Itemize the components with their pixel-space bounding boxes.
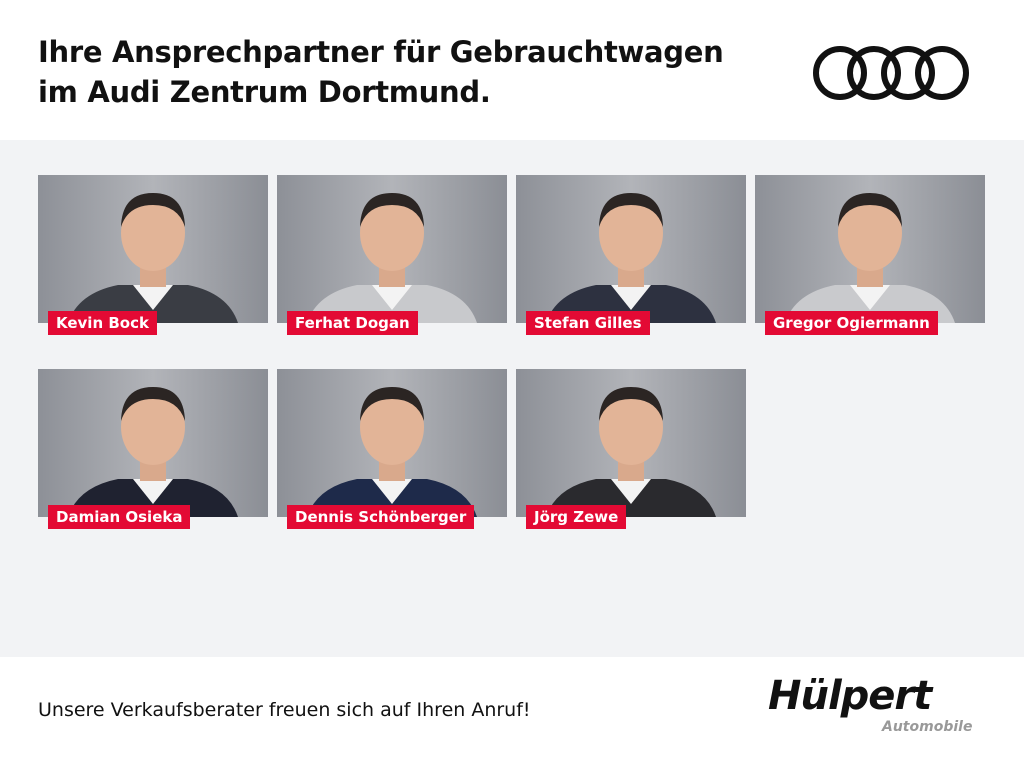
portrait-photo (755, 175, 985, 323)
team-member-card: Ferhat Dogan (277, 175, 507, 335)
title-line-1: Ihre Ansprechpartner für Gebrauchtwagen (38, 35, 724, 69)
team-member-card: Jörg Zewe (516, 369, 746, 529)
name-label: Stefan Gilles (526, 311, 650, 335)
logo-main: Hülpert (768, 673, 932, 719)
name-label: Gregor Ogiermann (765, 311, 938, 335)
team-member-card: Gregor Ogiermann (755, 175, 985, 335)
portrait-photo (38, 369, 268, 517)
portrait-photo (516, 175, 746, 323)
team-grid: Kevin Bock Ferhat Dogan Stefan Gilles Gr… (0, 140, 1024, 657)
title-line-2: im Audi Zentrum Dortmund. (38, 75, 491, 109)
portrait-photo (277, 369, 507, 517)
name-label: Jörg Zewe (526, 505, 627, 529)
logo-sub: Automobile (882, 719, 973, 735)
name-label: Kevin Bock (48, 311, 157, 335)
portrait-photo (38, 175, 268, 323)
team-member-card: Kevin Bock (38, 175, 268, 335)
header: Ihre Ansprechpartner für Gebrauchtwagen … (0, 0, 1024, 140)
name-label: Ferhat Dogan (287, 311, 418, 335)
name-label: Dennis Schönberger (287, 505, 475, 529)
team-member-card: Dennis Schönberger (277, 369, 507, 529)
team-member-card: Stefan Gilles (516, 175, 746, 335)
slogan: Unsere Verkaufsberater freuen sich auf I… (38, 699, 531, 721)
portrait-photo (516, 369, 746, 517)
page-title: Ihre Ansprechpartner für Gebrauchtwagen … (38, 32, 724, 112)
footer: Unsere Verkaufsberater freuen sich auf I… (0, 657, 1024, 768)
portrait-photo (277, 175, 507, 323)
huelpert-logo: Hülpert Automobile (768, 673, 998, 743)
team-member-card: Damian Osieka (38, 369, 268, 529)
name-label: Damian Osieka (48, 505, 191, 529)
audi-rings-logo (813, 46, 969, 100)
